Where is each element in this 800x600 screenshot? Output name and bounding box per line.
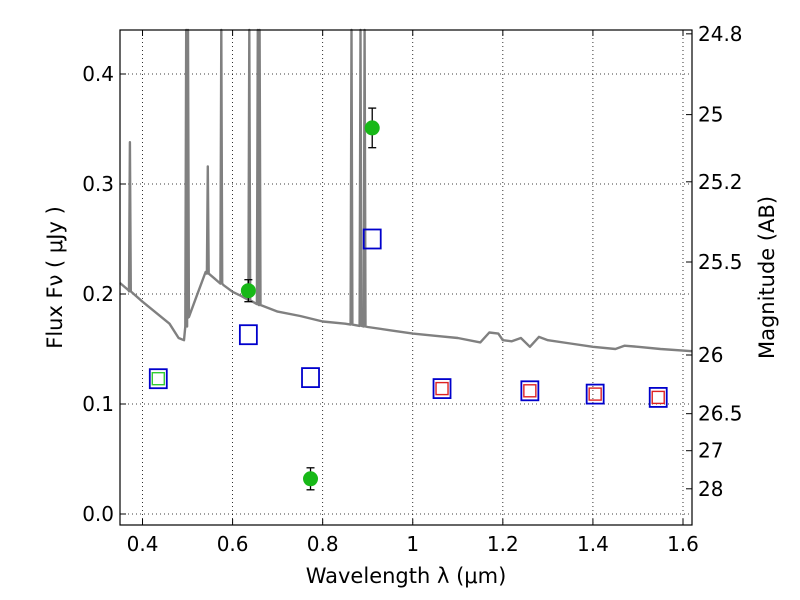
model-flux-inner-square	[435, 381, 449, 396]
plot-frame	[119, 29, 693, 526]
axis-ticks: 0.4 0.6 0.8 1 1.2 1.4 1.6 0.0 0.1 0.2 0.3 0.4 24.8 25…	[82, 22, 742, 556]
model-flux-square	[520, 380, 540, 402]
magnitude-axis-label: Magnitude (AB)	[755, 196, 779, 359]
x-tick-label: 0.4	[127, 532, 159, 556]
observed-flux-point	[303, 471, 319, 487]
model-flux-square	[432, 378, 452, 400]
mag-tick-label: 26.5	[698, 402, 743, 426]
sed-spectrum	[119, 28, 693, 353]
sed-line	[119, 28, 693, 353]
model-flux-square	[362, 228, 382, 250]
y-axis-label: Flux Fν ( μJy )	[43, 206, 67, 349]
mag-tick-label: 25.5	[698, 250, 743, 274]
model-flux-inner-square	[151, 372, 165, 386]
x-tick-label: 1.6	[667, 532, 699, 556]
x-tick-label: 0.6	[217, 532, 249, 556]
x-axis-label: Wavelength λ (μm)	[306, 564, 507, 588]
model-flux-inner-square	[523, 384, 537, 398]
mag-tick-label: 25	[698, 103, 723, 127]
model-flux-square	[585, 383, 605, 405]
x-tick-label: 1	[406, 532, 419, 556]
y-tick-label: 0.2	[82, 282, 114, 306]
observed-flux-point	[364, 120, 380, 136]
observed-flux-point	[240, 283, 256, 299]
y-tick-label: 0.3	[82, 172, 114, 196]
model-flux-inner-square	[651, 390, 665, 405]
mag-tick-label: 26	[698, 343, 723, 367]
y-tick-label: 0.0	[82, 502, 114, 526]
model-flux-inner-square	[588, 387, 602, 401]
model-flux-square	[238, 324, 258, 346]
mag-tick-label: 27	[698, 439, 723, 463]
model-flux-square	[648, 386, 668, 408]
y-tick-label: 0.1	[82, 392, 114, 416]
x-tick-label: 1.2	[487, 532, 519, 556]
x-tick-label: 0.8	[307, 532, 339, 556]
mag-tick-label: 25.2	[698, 170, 743, 194]
photometry-markers	[148, 107, 668, 491]
mag-tick-label: 28	[698, 477, 723, 501]
grid-lines	[120, 30, 692, 525]
y-tick-label: 0.4	[82, 62, 114, 86]
model-flux-square	[301, 367, 320, 389]
x-tick-label: 1.4	[577, 532, 609, 556]
model-flux-square	[148, 368, 168, 390]
mag-tick-label: 24.8	[698, 22, 743, 46]
